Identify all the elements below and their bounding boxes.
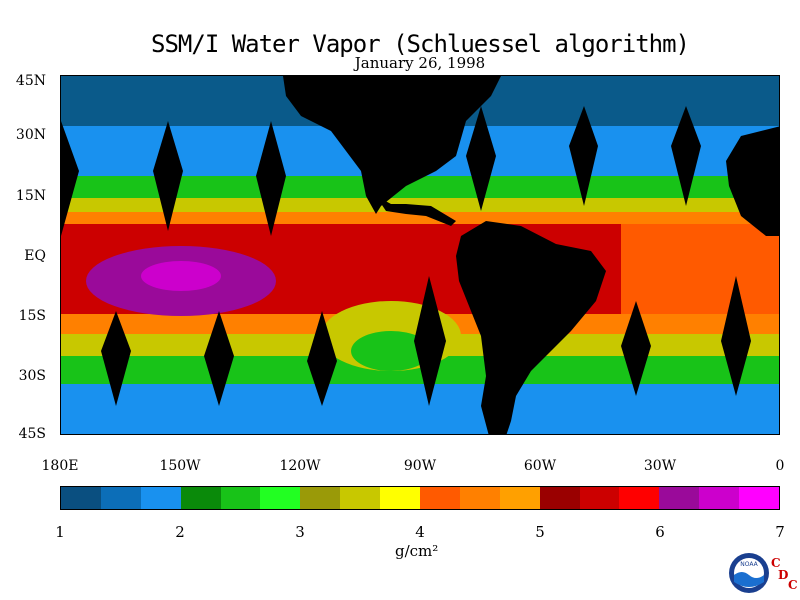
color-swatch	[659, 487, 700, 509]
map-title: SSM/I Water Vapor (Schluessel algorithm)	[151, 30, 690, 58]
logo-text: NOAA	[740, 561, 758, 568]
dry-tongue-core	[351, 331, 431, 371]
cdc-letter: C	[788, 578, 798, 592]
scale-tick: 5	[535, 523, 545, 541]
lon-label: 60W	[523, 458, 557, 474]
lat-label: 45S	[18, 426, 46, 442]
gap-swath	[307, 311, 337, 406]
scale-tick: 4	[415, 523, 425, 541]
color-swatch	[699, 487, 740, 509]
color-swatch	[260, 487, 301, 509]
gap-swath	[101, 311, 131, 406]
color-swatch	[220, 487, 261, 509]
lat-label: 15N	[15, 188, 46, 204]
color-scale-bar	[60, 486, 780, 510]
band-north-mid	[61, 176, 779, 198]
map-date: January 26, 1998	[354, 54, 486, 72]
north-atlantic-dry	[681, 76, 779, 116]
color-swatch	[61, 487, 101, 509]
scale-units: g/cm²	[395, 542, 439, 560]
scale-tick: 7	[775, 523, 785, 541]
color-swatch	[739, 487, 780, 509]
scale-tick: 6	[655, 523, 665, 541]
band-north-orange	[61, 212, 779, 224]
gap-swath	[256, 121, 286, 236]
noaa-logo: NOAA	[729, 553, 769, 593]
land-north-america	[283, 76, 501, 214]
gap-swath	[414, 276, 446, 406]
color-swatch	[340, 487, 381, 509]
scale-tick: 3	[295, 523, 305, 541]
lon-label: 120W	[279, 458, 321, 474]
gap-swath	[204, 311, 234, 406]
lon-label: 30W	[643, 458, 677, 474]
color-swatch	[459, 487, 500, 509]
lat-label: 15S	[18, 308, 46, 324]
color-swatch	[499, 487, 540, 509]
color-swatch	[180, 487, 221, 509]
color-swatch	[140, 487, 181, 509]
land-africa	[726, 126, 779, 236]
color-swatch	[420, 487, 460, 509]
color-swatch	[539, 487, 580, 509]
scale-tick: 2	[175, 523, 185, 541]
band-atlantic-tropics	[621, 224, 779, 314]
scale-tick: 1	[55, 523, 65, 541]
land-central-america	[376, 196, 456, 226]
land-south-america	[456, 221, 606, 434]
color-swatch	[619, 487, 660, 509]
gap-swath	[61, 121, 79, 236]
lat-label: EQ	[24, 248, 46, 264]
cdc-letter: D	[778, 568, 789, 582]
band-south-low	[61, 384, 779, 434]
color-swatch	[380, 487, 421, 509]
lat-label: 45N	[15, 73, 46, 89]
moist-peak	[141, 261, 221, 291]
gap-swath	[721, 276, 751, 396]
color-swatch	[300, 487, 341, 509]
lon-label: 90W	[403, 458, 437, 474]
lon-label: 180E	[41, 458, 79, 474]
data-gaps	[61, 106, 751, 406]
water-vapor-map	[60, 75, 780, 435]
gap-swath	[569, 106, 598, 206]
gap-swath	[621, 301, 651, 396]
gap-swath	[153, 121, 183, 231]
lat-label: 30S	[18, 368, 46, 384]
lat-label: 30N	[15, 127, 46, 143]
band-north-yellow	[61, 198, 779, 212]
lon-label: 0	[775, 458, 785, 474]
gap-swath	[671, 106, 701, 206]
color-swatch	[100, 487, 141, 509]
lon-label: 150W	[159, 458, 201, 474]
color-swatch	[579, 487, 620, 509]
gap-swath	[466, 106, 496, 211]
map-svg	[61, 76, 779, 434]
cdc-letter: C	[771, 556, 781, 570]
